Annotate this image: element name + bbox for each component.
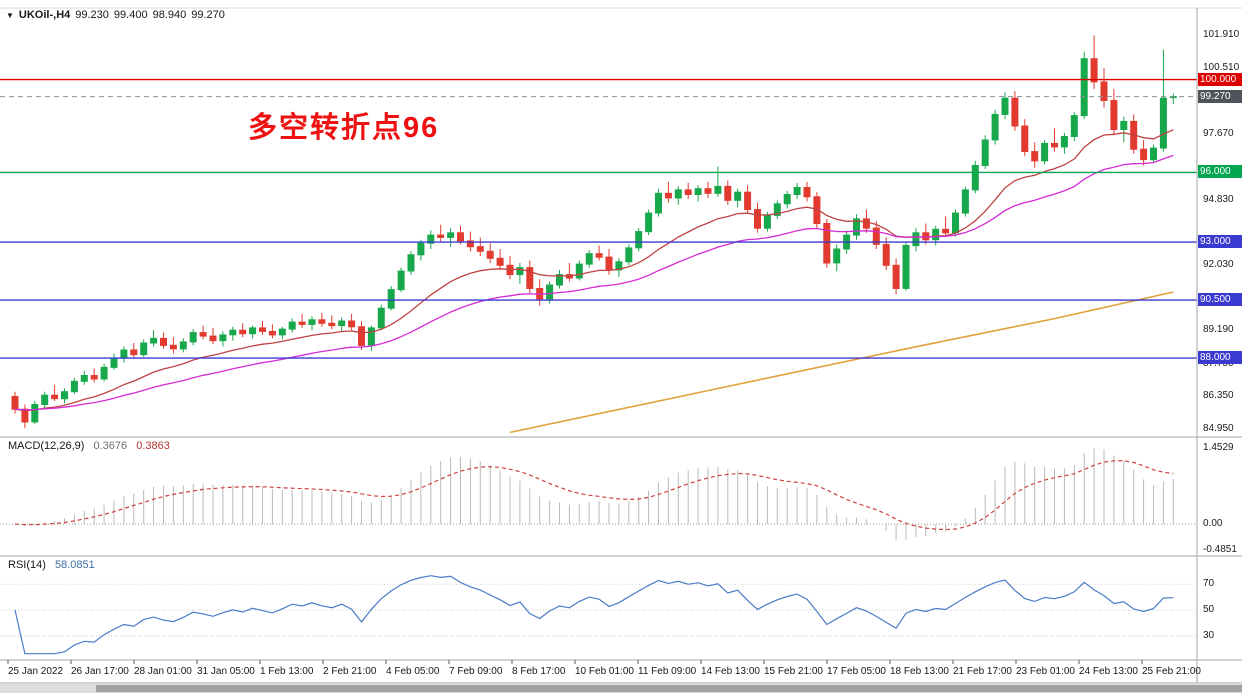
macd-panel — [0, 448, 1197, 541]
hlines-layer — [0, 78, 1197, 359]
candles-layer — [11, 35, 1177, 429]
annotation-text[interactable]: 多空转折点96 — [248, 112, 440, 144]
scrollbar-handle[interactable] — [96, 685, 1242, 692]
horizontal-scrollbar[interactable] — [0, 684, 1242, 693]
rsi-panel — [0, 575, 1197, 655]
frame-layer — [0, 7, 1242, 684]
moving-averages-layer — [14, 129, 1174, 412]
background-layer — [509, 291, 1174, 434]
symbol-marker-icon[interactable]: ▼ — [6, 10, 14, 20]
